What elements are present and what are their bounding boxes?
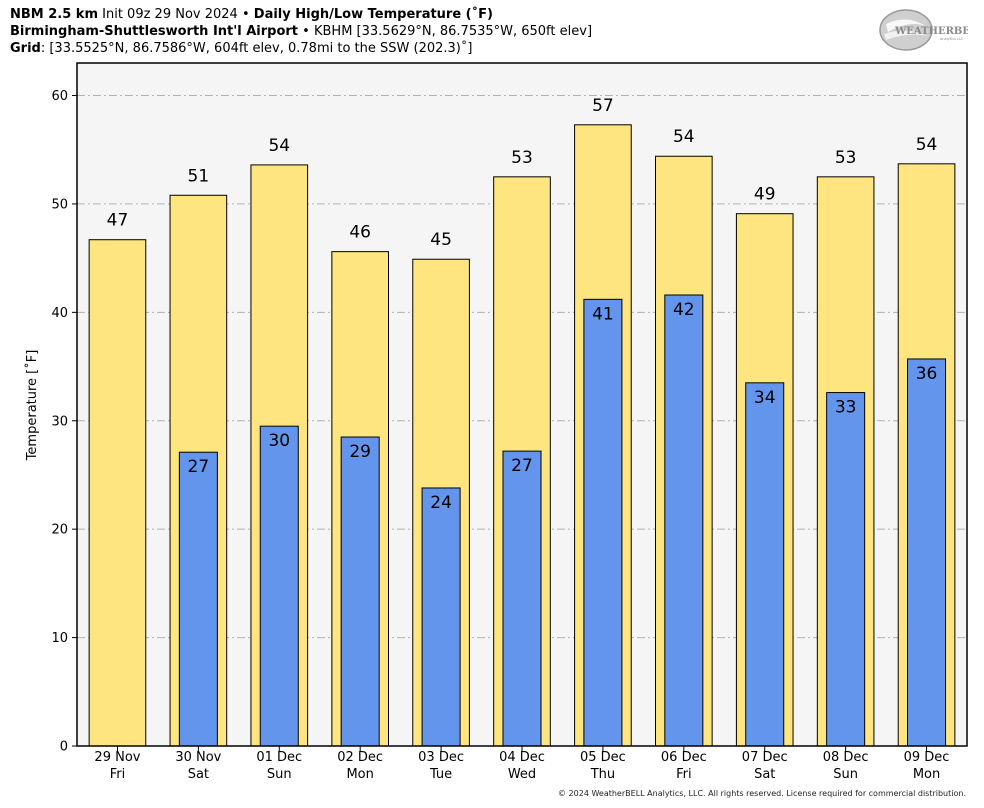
x-tick-weekday-label: Thu [590, 767, 615, 782]
high-temp-label: 54 [673, 127, 695, 147]
y-tick-label: 50 [51, 197, 68, 212]
x-tick-date-label: 02 Dec [337, 750, 383, 765]
high-temp-label: 53 [835, 148, 857, 168]
y-tick-label: 10 [51, 631, 68, 646]
init-time: Init 09z 29 Nov 2024 [102, 7, 238, 22]
high-temp-label: 51 [188, 166, 210, 186]
x-tick-weekday-label: Sat [754, 767, 775, 782]
low-temp-label: 42 [673, 300, 695, 320]
title-line-3: Grid: [33.5525°N, 86.7586°W, 604ft elev,… [10, 41, 472, 57]
low-temperature-labels: 27 30 29 24 27 41 42 34 33 36 [188, 300, 938, 513]
y-tick-label: 60 [51, 89, 68, 104]
product-name: Daily High/Low Temperature (˚F) [253, 7, 493, 22]
station-name: Birmingham-Shuttlesworth Int'l Airport [10, 24, 299, 39]
low-temp-label: 41 [592, 304, 614, 324]
x-tick-date-label: 03 Dec [418, 750, 464, 765]
x-tick-date-label: 04 Dec [499, 750, 545, 765]
x-tick-date-label: 07 Dec [742, 750, 788, 765]
title-line-2: Birmingham-Shuttlesworth Int'l Airport •… [10, 24, 592, 40]
x-tick-weekday-label: Mon [913, 767, 940, 782]
low-temp-bar [340, 436, 380, 747]
high-temp-label: 54 [268, 136, 290, 156]
x-tick-weekday-label: Fri [676, 767, 692, 782]
model-name: NBM 2.5 km [10, 7, 98, 22]
x-tick-date-label: 08 Dec [823, 750, 869, 765]
x-axis: 29 Nov Fri 30 Nov Sat 01 Dec Sun 02 Dec Mon 03 D… [94, 746, 949, 782]
low-temperature-bars [178, 294, 947, 747]
high-temp-label: 46 [349, 223, 371, 243]
grid-details: : [33.5525°N, 86.7586°W, 604ft elev, 0.7… [40, 41, 473, 56]
high-temp-label: 57 [592, 96, 614, 116]
x-tick-date-label: 30 Nov [175, 750, 221, 765]
high-temp-label: 47 [107, 211, 129, 231]
low-temp-bar [826, 392, 866, 747]
low-temp-bar [745, 382, 785, 747]
high-temperature-labels: 47 51 54 46 45 53 57 54 49 53 54 [107, 96, 938, 250]
low-temp-bar [583, 298, 623, 747]
low-temp-bar [664, 294, 704, 747]
y-tick-label: 40 [51, 306, 68, 321]
x-tick-weekday-label: Tue [429, 767, 452, 782]
x-tick-weekday-label: Sat [188, 767, 209, 782]
y-tick-label: 30 [51, 414, 68, 429]
x-tick-date-label: 05 Dec [580, 750, 626, 765]
low-temp-label: 27 [188, 457, 210, 477]
x-tick-weekday-label: Sun [833, 767, 858, 782]
x-tick-date-label: 29 Nov [94, 750, 140, 765]
y-tick-label: 20 [51, 523, 68, 538]
x-tick-date-label: 09 Dec [904, 750, 950, 765]
low-temp-bar [259, 425, 299, 747]
logo-subtext: Analytics LLC [940, 37, 964, 41]
copyright-notice: © 2024 WeatherBELL Analytics, LLC. All r… [558, 789, 966, 798]
bullet-separator: • [302, 24, 310, 39]
station-details: KBHM [33.5629°N, 86.7535°W, 650ft elev] [313, 24, 593, 39]
high-temp-label: 45 [430, 230, 452, 250]
y-axis-label: Temperature [˚F] [24, 350, 40, 462]
x-tick-date-label: 01 Dec [256, 750, 302, 765]
low-temp-label: 30 [268, 431, 290, 451]
x-tick-weekday-label: Fri [110, 767, 126, 782]
x-tick-weekday-label: Mon [346, 767, 373, 782]
x-tick-weekday-label: Sun [267, 767, 292, 782]
low-temp-bar [178, 451, 218, 747]
low-temp-label: 34 [754, 388, 776, 408]
low-temp-label: 29 [349, 442, 371, 462]
title-line-1: NBM 2.5 km Init 09z 29 Nov 2024 • Daily … [10, 7, 493, 23]
bullet-separator: • [241, 7, 250, 22]
low-temp-bar [502, 450, 542, 747]
high-temp-label: 54 [916, 135, 938, 155]
low-temp-label: 24 [430, 493, 452, 513]
low-temp-label: 36 [916, 364, 938, 384]
high-temp-bar [88, 239, 147, 747]
low-temp-bar [907, 358, 947, 747]
high-temp-label: 49 [754, 185, 776, 205]
x-tick-date-label: 06 Dec [661, 750, 707, 765]
low-temp-bar [421, 487, 461, 747]
y-tick-label: 0 [60, 740, 68, 755]
x-tick-weekday-label: Wed [508, 767, 536, 782]
weatherbell-logo: WEATHERBELL Analytics LLC [879, 9, 968, 51]
high-temp-label: 53 [511, 148, 533, 168]
logo-wordmark: WEATHERBELL [894, 26, 968, 37]
grid-label: Grid [10, 41, 41, 56]
y-axis: 0 10 20 30 40 50 60 [51, 89, 77, 755]
low-temp-label: 27 [511, 456, 533, 476]
low-temp-label: 33 [835, 398, 857, 418]
